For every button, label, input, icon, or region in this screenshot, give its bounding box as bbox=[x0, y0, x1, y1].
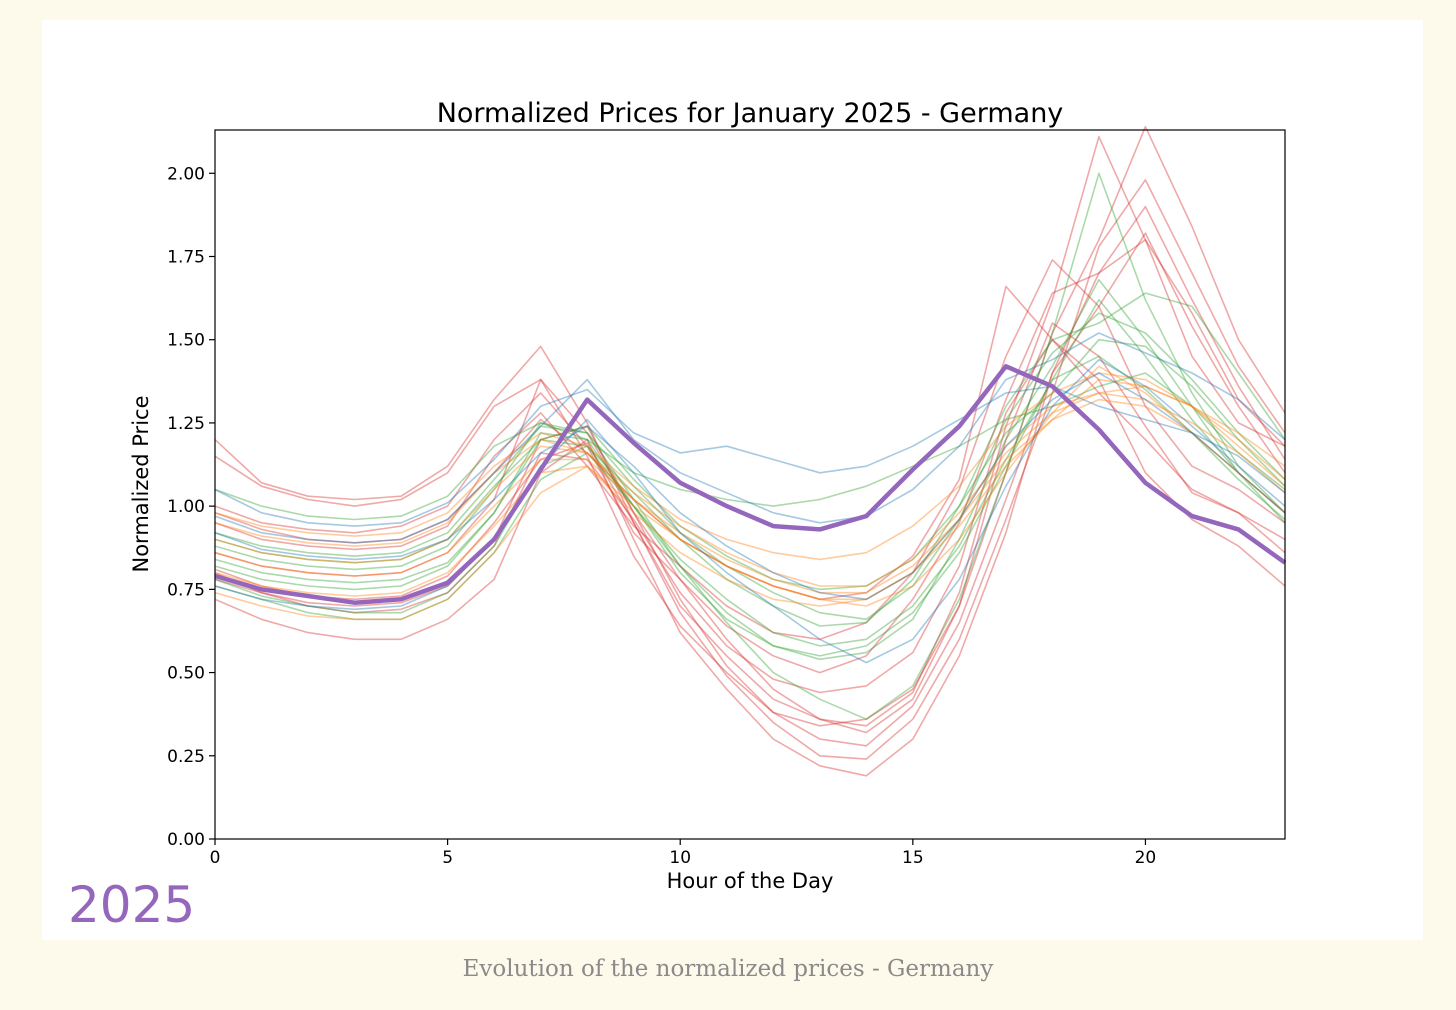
series-line-3 bbox=[214, 232, 1286, 777]
y-tick-label: 1.75 bbox=[167, 247, 205, 267]
series-line-25 bbox=[214, 332, 1286, 544]
x-axis-label: Hour of the Day bbox=[667, 869, 834, 893]
y-tick-label: 1.50 bbox=[167, 331, 205, 351]
series-line-26 bbox=[214, 385, 1286, 527]
year-label: 2025 bbox=[68, 876, 195, 934]
series-line-17 bbox=[214, 355, 1286, 657]
x-axis: 0 5 10 15 20 bbox=[210, 839, 1157, 868]
y-tick-label: 0.50 bbox=[167, 664, 205, 684]
series-line-5 bbox=[214, 135, 1286, 727]
y-tick-label: 0.00 bbox=[167, 830, 205, 850]
series-line-9 bbox=[214, 338, 1286, 694]
series-line-7 bbox=[214, 259, 1286, 641]
series-line-12 bbox=[214, 278, 1286, 661]
y-axis-label: Normalized Price bbox=[129, 396, 153, 573]
series-line-21 bbox=[214, 398, 1286, 621]
x-tick-label: 15 bbox=[902, 848, 924, 868]
x-tick-label: 5 bbox=[442, 848, 453, 868]
y-tick-label: 2.00 bbox=[167, 164, 205, 184]
highlight-series-line bbox=[214, 364, 1287, 605]
series-line-24 bbox=[214, 365, 1286, 607]
y-axis: 0.00 0.25 0.50 0.75 1.00 1.25 1.50 1.75 2.00 bbox=[167, 164, 215, 850]
y-tick-label: 1.00 bbox=[167, 497, 205, 517]
figure-caption: Evolution of the normalized prices - Ger… bbox=[462, 956, 994, 982]
series-line-1 bbox=[214, 179, 1286, 760]
series-layer bbox=[214, 125, 1286, 777]
y-tick-label: 1.25 bbox=[167, 414, 205, 434]
line-chart: Normalized Prices for January 2025 - Ger… bbox=[68, 98, 1287, 934]
figure-panel: Normalized Prices for January 2025 - Ger… bbox=[42, 20, 1423, 940]
y-tick-label: 0.75 bbox=[167, 580, 205, 600]
series-line-19 bbox=[214, 385, 1286, 601]
series-line-4 bbox=[214, 125, 1286, 727]
y-tick-label: 0.25 bbox=[167, 747, 205, 767]
series-line-6 bbox=[214, 239, 1286, 674]
x-tick-label: 0 bbox=[210, 848, 221, 868]
series-line-20 bbox=[214, 392, 1286, 587]
series-line-27 bbox=[214, 372, 1286, 601]
series-line-2 bbox=[214, 205, 1286, 747]
plot-frame bbox=[214, 129, 1286, 840]
series-line-18 bbox=[214, 312, 1286, 621]
series-line-16 bbox=[214, 338, 1286, 591]
x-tick-label: 10 bbox=[669, 848, 691, 868]
series-line-23 bbox=[214, 372, 1286, 561]
x-tick-label: 20 bbox=[1135, 848, 1157, 868]
series-line-11 bbox=[214, 172, 1286, 721]
series-line-15 bbox=[214, 372, 1286, 521]
series-line-13 bbox=[214, 292, 1286, 627]
series-line-14 bbox=[214, 298, 1286, 647]
series-line-8 bbox=[214, 322, 1286, 734]
chart-title: Normalized Prices for January 2025 - Ger… bbox=[437, 98, 1064, 129]
highlight-layer bbox=[214, 364, 1287, 605]
series-line-28 bbox=[214, 358, 1286, 664]
series-line-10 bbox=[214, 285, 1286, 601]
series-line-22 bbox=[214, 378, 1286, 594]
